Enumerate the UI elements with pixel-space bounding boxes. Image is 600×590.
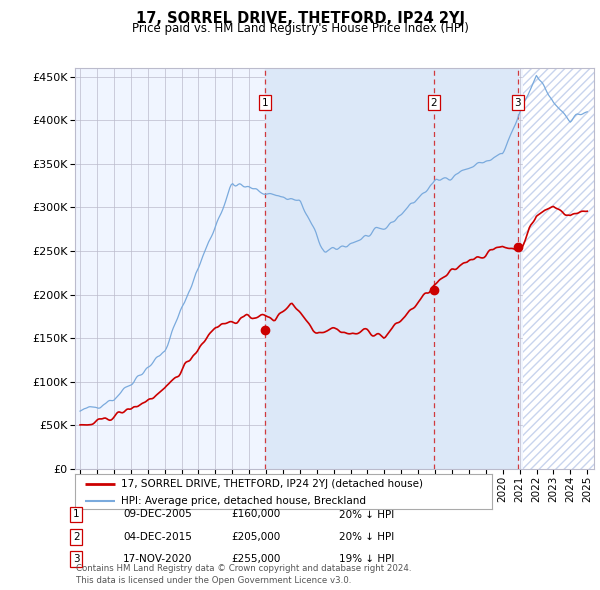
Bar bbox=[523, 68, 594, 469]
Text: 17-NOV-2020: 17-NOV-2020 bbox=[123, 555, 193, 564]
Text: 3: 3 bbox=[73, 555, 80, 564]
Text: £255,000: £255,000 bbox=[231, 555, 280, 564]
Text: 20% ↓ HPI: 20% ↓ HPI bbox=[339, 510, 394, 519]
Text: 3: 3 bbox=[514, 98, 521, 108]
Text: £205,000: £205,000 bbox=[231, 532, 280, 542]
Text: 19% ↓ HPI: 19% ↓ HPI bbox=[339, 555, 394, 564]
Text: 09-DEC-2005: 09-DEC-2005 bbox=[123, 510, 192, 519]
Bar bbox=[265, 68, 518, 469]
Text: 04-DEC-2015: 04-DEC-2015 bbox=[123, 532, 192, 542]
Text: HPI: Average price, detached house, Breckland: HPI: Average price, detached house, Brec… bbox=[121, 496, 366, 506]
Text: 17, SORREL DRIVE, THETFORD, IP24 2YJ (detached house): 17, SORREL DRIVE, THETFORD, IP24 2YJ (de… bbox=[121, 478, 423, 489]
Bar bbox=[523, 68, 594, 469]
Text: 1: 1 bbox=[262, 98, 268, 108]
Text: 2: 2 bbox=[430, 98, 437, 108]
Text: Price paid vs. HM Land Registry's House Price Index (HPI): Price paid vs. HM Land Registry's House … bbox=[131, 22, 469, 35]
Text: 20% ↓ HPI: 20% ↓ HPI bbox=[339, 532, 394, 542]
Text: 17, SORREL DRIVE, THETFORD, IP24 2YJ: 17, SORREL DRIVE, THETFORD, IP24 2YJ bbox=[136, 11, 464, 25]
Text: Contains HM Land Registry data © Crown copyright and database right 2024.
This d: Contains HM Land Registry data © Crown c… bbox=[76, 565, 412, 585]
Text: 2: 2 bbox=[73, 532, 80, 542]
Text: 1: 1 bbox=[73, 510, 80, 519]
Text: £160,000: £160,000 bbox=[231, 510, 280, 519]
